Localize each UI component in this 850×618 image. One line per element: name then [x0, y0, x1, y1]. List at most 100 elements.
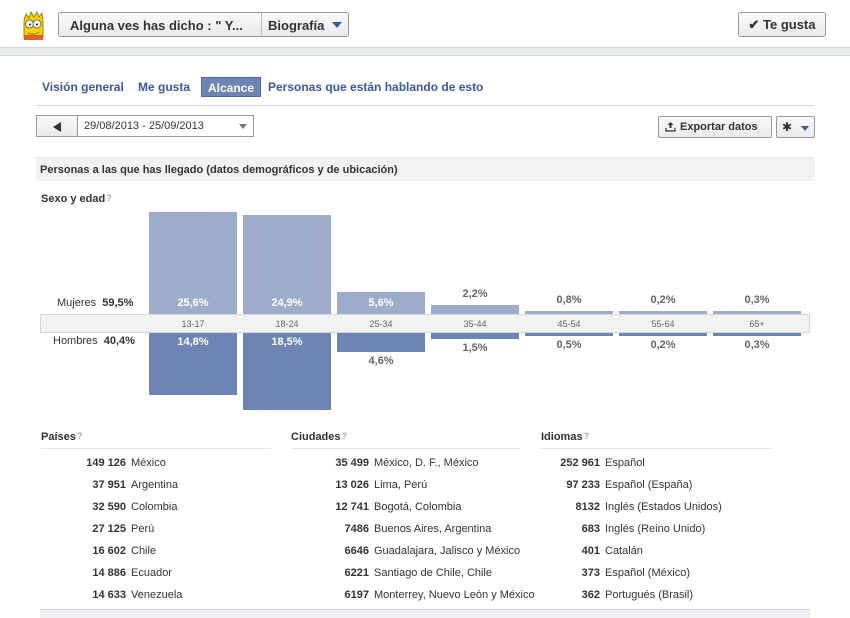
page-avatar[interactable]: [17, 8, 49, 40]
list-item-count: 14 886: [92, 567, 126, 579]
list-item-count: 32 590: [92, 501, 126, 513]
list-item-name: Colombia: [131, 501, 178, 513]
list-item-count: 12 741: [335, 501, 369, 513]
help-icon[interactable]: ?: [341, 431, 348, 441]
chevron-down-icon[interactable]: [332, 22, 342, 28]
women-bar-55-64[interactable]: [619, 311, 707, 314]
help-icon[interactable]: ?: [106, 193, 112, 203]
footer-band: [40, 609, 810, 618]
men-bar-55-64[interactable]: [619, 333, 707, 336]
women-value-label: 0,8%: [556, 293, 582, 306]
list-item-count: 16 602: [92, 545, 126, 557]
list-item-count: 14 633: [92, 589, 126, 601]
list-item: 32 590 Colombia: [41, 499, 311, 515]
list-item-name: México: [131, 457, 166, 469]
women-value-label: 2,2%: [462, 288, 488, 301]
men-bar-65+[interactable]: [713, 333, 801, 336]
men-bar-25-34[interactable]: [337, 333, 425, 353]
age-tick-label: 35-44: [463, 319, 487, 329]
list-item: 37 951 Argentina: [41, 477, 311, 493]
list-item-name: Bogotá, Colombia: [374, 501, 462, 513]
divider: [41, 448, 271, 449]
men-total: 40,4%: [103, 335, 135, 347]
settings-menu-button[interactable]: ✱: [776, 116, 815, 138]
women-bar-35-44[interactable]: [431, 305, 519, 314]
arrow-left-icon: [53, 122, 61, 132]
men-value-label: 0,5%: [556, 339, 582, 351]
upload-icon: [665, 122, 676, 132]
men-bar-45-54[interactable]: [525, 333, 613, 336]
selector-divider: [261, 13, 262, 36]
men-value-label: 4,6%: [368, 355, 394, 368]
main-content: Visión general Me gusta Alcance Personas…: [0, 55, 850, 618]
list-item-name: Santiago de Chile, Chile: [374, 567, 493, 579]
women-total: 59,5%: [102, 297, 134, 309]
list-item-name: Chile: [131, 545, 157, 557]
list-item-count: 27 125: [92, 523, 126, 535]
tab-alcance[interactable]: Alcance: [201, 77, 262, 97]
list-item: 8132 Inglés (Estados Unidos): [541, 499, 811, 515]
help-icon[interactable]: ?: [583, 431, 590, 441]
women-value-label: 0,3%: [744, 294, 770, 306]
men-bar-18-24[interactable]: [243, 333, 331, 410]
list-item: 97 233 Español (España): [541, 477, 811, 493]
list-item-count: 362: [581, 589, 600, 601]
list-item: 13 026 Lima, Perú: [291, 477, 561, 493]
list-item-name: Español (México): [605, 567, 690, 579]
men-bar-13-17[interactable]: [149, 333, 237, 395]
women-bar-45-54[interactable]: [525, 310, 613, 314]
previous-period-button[interactable]: [36, 115, 78, 137]
list-item-name: Inglés (Reino Unido): [605, 523, 706, 535]
divider: [291, 448, 521, 449]
date-range-value: 29/08/2013 - 25/09/2013: [84, 120, 204, 132]
age-tick-label: 18-24: [275, 319, 299, 329]
chevron-down-icon: [801, 126, 809, 131]
help-icon[interactable]: ?: [76, 431, 83, 441]
men-row-label: Hombres 40,4%: [53, 335, 135, 347]
women-row-label: Mujeres 59,5%: [57, 297, 134, 309]
women-value-label: 0,2%: [650, 294, 676, 306]
tab-me-gusta[interactable]: Me gusta: [138, 80, 191, 94]
list-item-name: Perú: [131, 523, 155, 535]
list-item: 373 Español (México): [541, 565, 811, 581]
list-item-name: Lima, Perú: [374, 479, 428, 491]
list-item: 362 Portugués (Brasil): [541, 587, 811, 603]
age-tick-label: 55-64: [651, 319, 675, 329]
women-bar-65+[interactable]: [713, 311, 801, 314]
tab-vision-general[interactable]: Visión general: [42, 80, 124, 94]
divider: [541, 448, 771, 449]
gender-age-chart: Mujeres 59,5% Hombres 40,4% 25,6% 14,8% 13…: [40, 204, 810, 414]
men-bar-35-44[interactable]: [431, 333, 519, 340]
age-tick-label: 13-17: [181, 319, 205, 329]
women-value-label: 24,9%: [271, 297, 303, 309]
list-item-name: Portugués (Brasil): [605, 589, 694, 601]
women-bar-18-24[interactable]: [243, 214, 331, 314]
tab-personas-hablando[interactable]: Personas que están hablando de esto: [268, 80, 484, 94]
like-button[interactable]: ✔ Te gusta: [738, 12, 826, 37]
list-item-name: México, D. F., México: [374, 457, 479, 469]
list-item-count: 6197: [344, 589, 369, 601]
list-item: 16 602 Chile: [41, 543, 311, 559]
list-item-count: 37 951: [92, 479, 126, 491]
demographics-title: Sexo y edad?: [41, 193, 112, 205]
date-range-select[interactable]: 29/08/2013 - 25/09/2013: [77, 115, 254, 137]
men-value-label: 18,5%: [271, 336, 303, 348]
list-item-count: 6646: [344, 545, 369, 557]
list-item: 14 886 Ecuador: [41, 565, 311, 581]
list-item-name: Venezuela: [131, 589, 183, 601]
list-item-count: 8132: [575, 501, 600, 513]
list-item-count: 35 499: [335, 457, 369, 469]
list-item: 683 Inglés (Reino Unido): [541, 521, 811, 537]
list-item: 401 Catalán: [541, 543, 811, 559]
export-data-button[interactable]: Exportar datos: [658, 116, 772, 138]
list-item: 6646 Guadalajara, Jalisco y México: [291, 543, 561, 559]
list-title: Países?: [41, 431, 83, 443]
list-item: 27 125 Perú: [41, 521, 311, 537]
women-bar-13-17[interactable]: [149, 212, 237, 314]
page-selector[interactable]: Alguna ves has dicho : " Y... Biografía: [58, 12, 349, 37]
section-selector[interactable]: Biografía: [268, 18, 325, 33]
list-item-name: Buenos Aires, Argentina: [374, 523, 492, 535]
list-item: 149 126 México: [41, 455, 311, 471]
women-bar-25-34[interactable]: [337, 291, 425, 314]
gear-icon: ✱: [782, 120, 793, 134]
